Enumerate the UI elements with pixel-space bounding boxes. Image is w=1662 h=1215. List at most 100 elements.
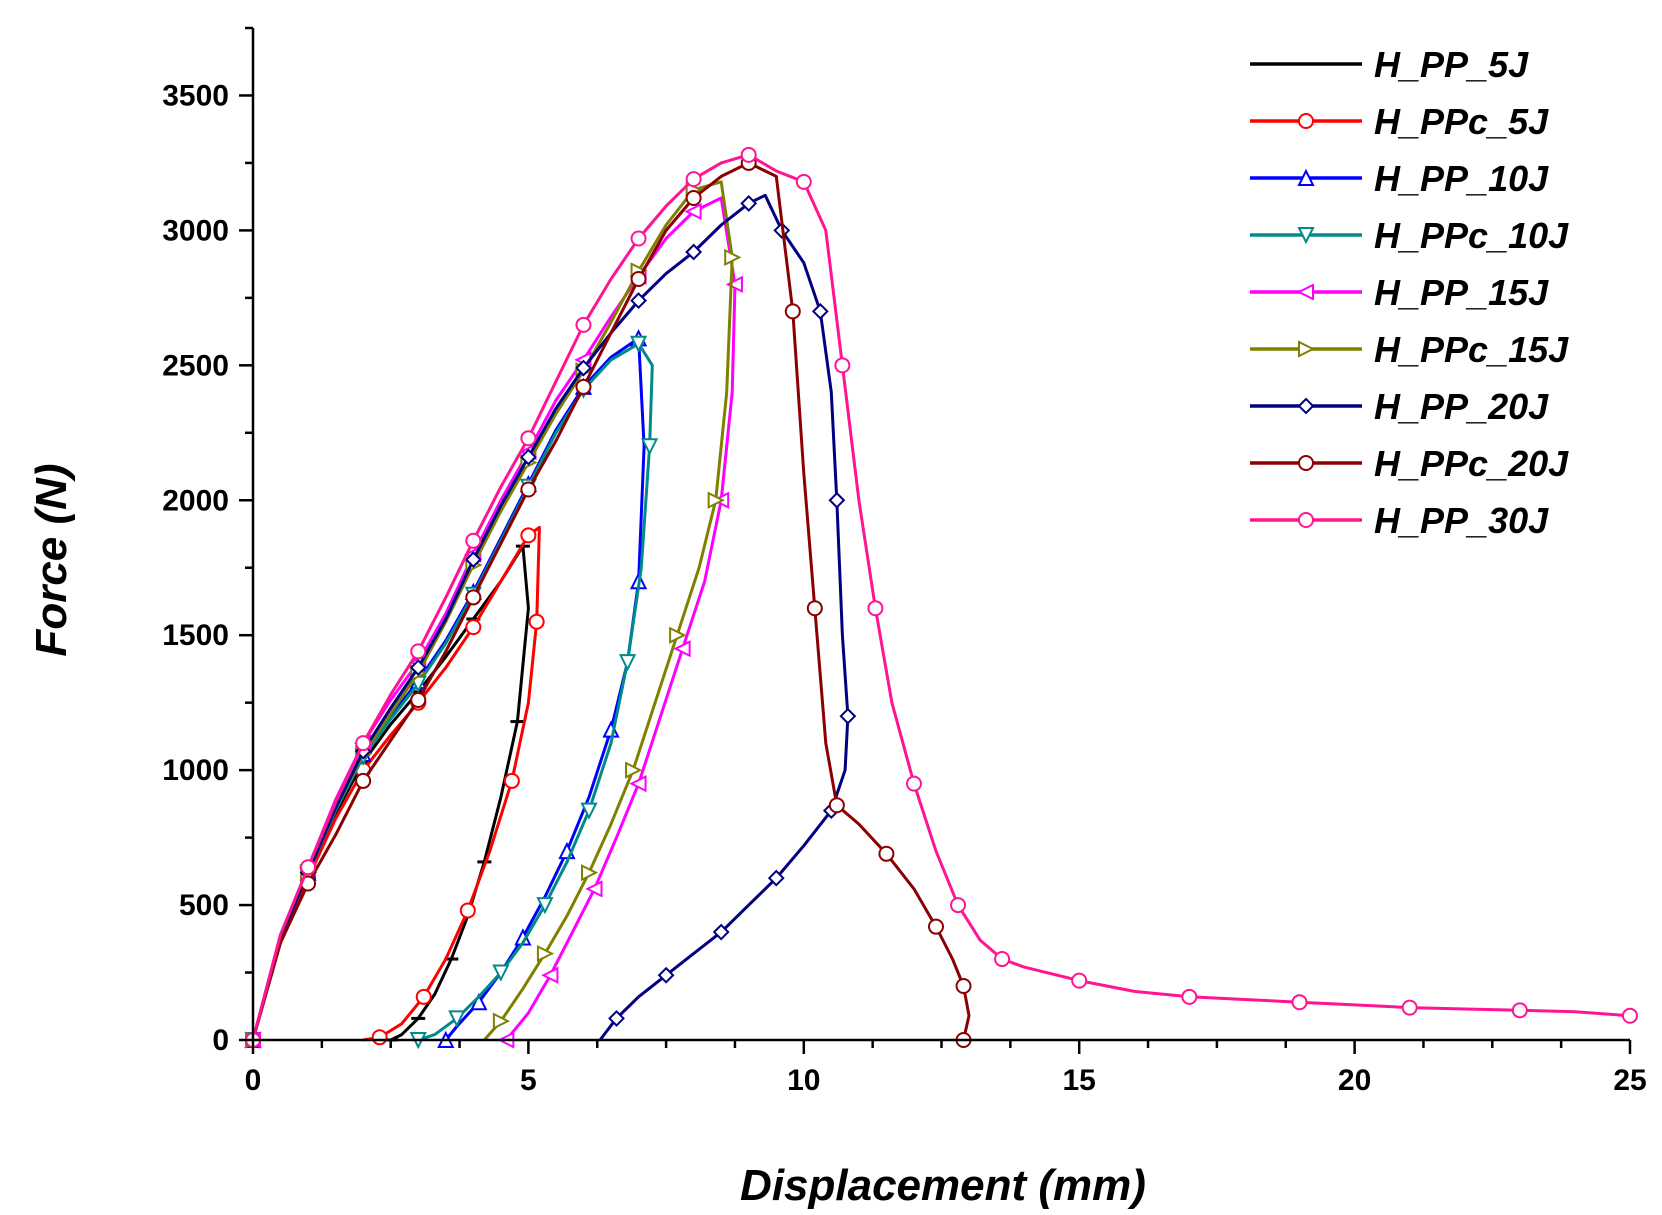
data-point-h-pp-15j [629,775,647,793]
series-h-ppc-20j [245,154,972,1048]
y-tick-label: 500 [179,889,229,922]
data-point-h-ppc-20j [828,797,845,814]
data-point-h-ppc-20j [465,589,482,606]
data-point-h-pp-30j [300,859,317,876]
series-h-pp-5j [246,544,530,1042]
x-tick-label: 15 [1063,1064,1096,1097]
data-point-h-pp-30j [740,146,757,163]
legend-entry-h-pp-20j: H_PP_20J [1250,386,1549,427]
series-h-pp-30j [245,146,1638,1048]
data-point-h-pp-30j [410,643,427,660]
data-point-h-pp-30j [1401,999,1418,1016]
data-point-h-ppc-10j [629,335,648,353]
data-point-h-pp-20j [839,707,857,725]
y-tick-label: 3000 [162,214,229,247]
data-point-h-pp-30j [1291,994,1308,1011]
data-point-h-pp-30j [1071,972,1088,989]
x-tick-label: 0 [245,1064,262,1097]
data-point-h-ppc-15j [536,945,555,963]
series-line-h-pp-15j [251,196,737,1041]
data-point-h-pp-30j [867,600,884,617]
data-point-h-pp-30j [630,230,647,247]
data-point-h-pp-30j [1181,988,1198,1005]
legend-label: H_PP_20J [1374,386,1549,427]
data-point-h-pp-15j [725,275,743,293]
data-point-h-ppc-5j [459,902,476,919]
data-point-h-pp-20j [767,869,785,887]
data-point-h-ppc-15j [492,1012,511,1030]
data-point-h-pp-15j [585,880,603,898]
y-axis-title: Force (N) [27,463,76,656]
legend-label: H_PP_5J [1374,44,1529,85]
data-point-h-pp-20j [657,966,675,984]
data-point-h-pp-30j [994,951,1011,968]
legend-entry-h-pp-5j: H_PP_5J [1250,44,1529,85]
data-point-h-pp-30j [520,430,537,447]
data-point-h-ppc-20j [355,772,372,789]
y-tick-label: 2500 [162,349,229,382]
data-point-h-pp-20j [740,194,758,212]
legend-swatch-marker [1297,168,1315,186]
data-point-h-ppc-20j [685,190,702,207]
legend-entry-h-pp-10j: H_PP_10J [1250,158,1549,199]
legend-entry-h-ppc-20j: H_PPc_20J [1250,443,1569,484]
data-point-h-ppc-5j [503,772,520,789]
data-point-h-pp-15j [673,640,691,658]
data-point-h-ppc-20j [410,691,427,708]
legend-swatch-marker [1297,397,1315,415]
data-point-h-ppc-20j [878,845,895,862]
data-point-h-pp-15j [684,202,702,221]
legend-entry-h-ppc-15j: H_PPc_15J [1250,329,1569,370]
series-line-h-pp-10j [251,336,646,1041]
data-point-h-pp-20j [630,292,647,309]
data-point-h-pp-20j [828,491,846,509]
axes-group: 0 5 10 15 20 25 0 500 1000 1500 2000 2500 3000 3500 [162,26,1647,1097]
data-point-h-ppc-20j [955,978,972,995]
data-point-h-pp-30j [1622,1007,1638,1024]
y-tick-label: 0 [212,1024,229,1057]
data-point-h-ppc-20j [927,918,944,935]
data-point-h-ppc-10j [580,802,598,820]
plot-series-group [243,146,1638,1050]
data-point-h-pp-30j [950,897,967,914]
data-point-h-pp-20j [575,359,592,377]
data-point-h-pp-30j [685,171,702,188]
series-line-h-ppc-15j [251,180,734,1041]
data-point-h-pp-15j [541,966,559,984]
legend-label: H_PPc_20J [1374,443,1569,484]
data-point-h-ppc-10j [492,964,510,982]
data-point-h-pp-30j [575,316,592,333]
legend-label: H_PPc_10J [1374,215,1569,256]
legend-entry-h-pp-15j: H_PP_15J [1250,272,1549,313]
series-line-h-ppc-20j [251,161,971,1041]
data-point-h-pp-20j [409,659,427,676]
data-point-h-ppc-10j [536,897,554,915]
legend-label: H_PPc_5J [1374,101,1549,142]
series-line-h-pp-5j [251,544,530,1042]
data-point-h-ppc-15j [724,248,742,267]
data-point-h-ppc-20j [575,378,592,395]
series-line-h-pp-30j [251,153,1631,1041]
legend-label: H_PP_15J [1374,272,1549,313]
legend-entry-h-ppc-5j: H_PPc_5J [1250,101,1549,142]
series-line-h-pp-20j [251,193,850,1041]
data-point-h-ppc-5j [520,527,537,544]
data-point-h-pp-20j [519,448,537,466]
legend-swatch-marker [1298,113,1314,129]
data-point-h-ppc-15j [707,491,725,509]
legend-swatch-marker [1296,283,1314,301]
series-h-pp-10j [244,329,648,1048]
legend-label: H_PP_30J [1374,500,1549,541]
data-point-h-ppc-15j [580,864,599,882]
data-point-h-ppc-5j [528,613,545,630]
x-tick-label: 5 [520,1064,537,1097]
legend-entry-h-ppc-10j: H_PPc_10J [1250,215,1569,256]
legend-swatch-marker [1298,512,1314,528]
legend-swatch-marker [1298,340,1316,358]
legend: H_PP_5J H_PPc_5J H_PP_10J H_PPc_10J H_PP_15J… [1250,44,1569,541]
data-point-h-pp-30j [905,775,922,792]
legend-entry-h-pp-30j: H_PP_30J [1250,500,1549,541]
legend-label: H_PP_10J [1374,158,1549,199]
data-point-h-pp-30j [465,532,482,549]
